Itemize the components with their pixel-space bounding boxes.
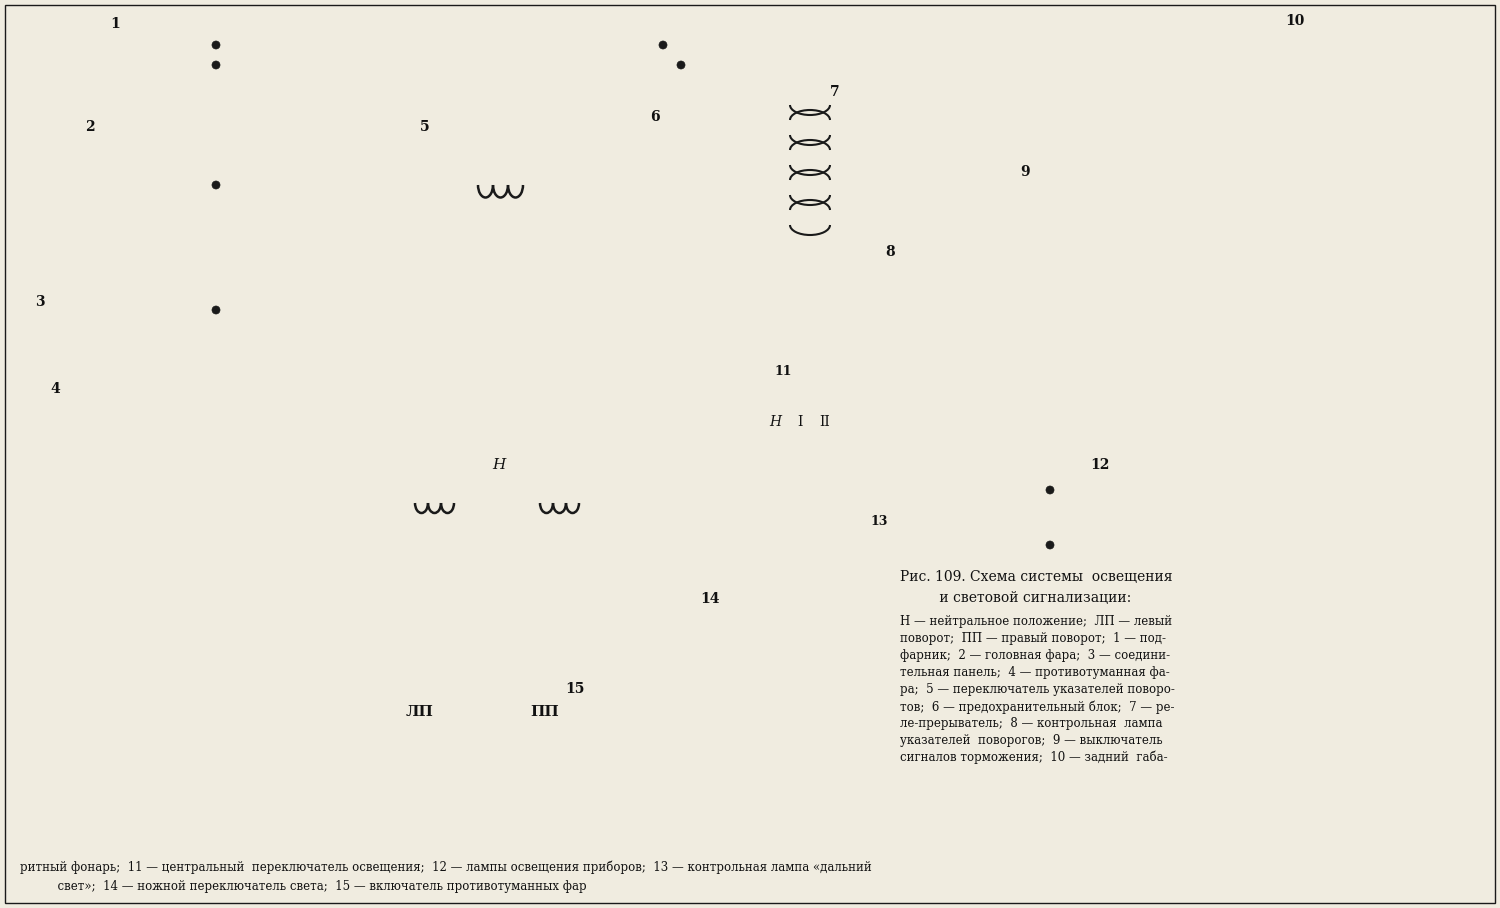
Text: сигналов торможения;  10 — задний  габа-: сигналов торможения; 10 — задний габа-: [900, 751, 1167, 765]
Text: 13: 13: [870, 515, 888, 528]
Circle shape: [549, 483, 556, 491]
Bar: [646, 215, 664, 243]
Circle shape: [688, 22, 700, 34]
Bar: [69, 555, 93, 585]
Text: 8: 8: [885, 245, 894, 259]
Bar: [110, 302, 165, 320]
Circle shape: [576, 483, 584, 491]
Bar: [638, 125, 698, 255]
Text: 14: 14: [700, 592, 720, 606]
Text: 5: 5: [420, 120, 429, 134]
Bar: [930, 402, 980, 457]
Circle shape: [114, 307, 122, 315]
Circle shape: [706, 22, 718, 34]
Circle shape: [724, 22, 736, 34]
Bar: [82, 37, 104, 73]
Circle shape: [211, 306, 220, 314]
Bar: [1028, 200, 1072, 260]
Bar: [1245, 545, 1275, 589]
Text: поворот;  ПП — правый поворот;  1 — под-: поворот; ПП — правый поворот; 1 — под-: [900, 632, 1166, 645]
Text: ЛП: ЛП: [406, 705, 433, 719]
Text: тов;  6 — предохранительный блок;  7 — ре-: тов; 6 — предохранительный блок; 7 — ре-: [900, 700, 1174, 714]
Bar: [646, 135, 664, 163]
Text: свет»;  14 — ножной переключатель света;  15 — включатель противотуманных фар: свет»; 14 — ножной переключатель света; …: [20, 880, 586, 893]
Bar: [74, 167, 100, 203]
Text: ле-прерыватель;  8 — контрольная  лампа: ле-прерыватель; 8 — контрольная лампа: [900, 717, 1162, 730]
Circle shape: [144, 307, 152, 315]
Circle shape: [518, 160, 526, 170]
Text: Н: Н: [770, 415, 782, 429]
Text: 2: 2: [86, 120, 94, 134]
Circle shape: [676, 61, 686, 69]
Bar: [670, 215, 688, 243]
Text: 6: 6: [650, 110, 660, 124]
Circle shape: [134, 307, 142, 315]
Circle shape: [1046, 541, 1054, 549]
Text: ПП: ПП: [531, 705, 560, 719]
Circle shape: [488, 160, 498, 170]
Bar: [776, 85, 850, 265]
Text: Н: Н: [492, 458, 506, 472]
Circle shape: [503, 160, 512, 170]
Circle shape: [114, 337, 122, 345]
Text: 1: 1: [110, 17, 120, 31]
Text: 12: 12: [1090, 458, 1110, 472]
Circle shape: [652, 22, 664, 34]
Circle shape: [154, 337, 162, 345]
Circle shape: [536, 483, 544, 491]
Circle shape: [411, 483, 419, 491]
Text: ритный фонарь;  11 — центральный  переключатель освещения;  12 — лампы освещения: ритный фонарь; 11 — центральный переключ…: [20, 860, 871, 873]
Text: I: I: [798, 415, 802, 429]
Text: 9: 9: [1020, 165, 1029, 179]
Bar: [670, 175, 688, 203]
Circle shape: [658, 41, 668, 49]
Text: 15: 15: [566, 682, 585, 696]
Circle shape: [211, 41, 220, 49]
Circle shape: [472, 160, 483, 170]
Circle shape: [424, 483, 432, 491]
Text: тельная панель;  4 — противотуманная фа-: тельная панель; 4 — противотуманная фа-: [900, 666, 1170, 679]
Bar: [646, 175, 664, 203]
Bar: [870, 472, 1100, 508]
Circle shape: [742, 22, 754, 34]
Text: Рис. 109. Схема системы  освещения
         и световой сигнализации:: Рис. 109. Схема системы освещения и свет…: [900, 570, 1173, 605]
Text: Н — нейтральное положение;  ЛП — левый: Н — нейтральное положение; ЛП — левый: [900, 615, 1172, 628]
Bar: [1245, 40, 1275, 84]
Circle shape: [144, 337, 152, 345]
Text: 11: 11: [776, 365, 792, 378]
Text: 4: 4: [50, 382, 60, 396]
Text: ра;  5 — переключатель указателей поворо-: ра; 5 — переключатель указателей поворо-: [900, 683, 1174, 696]
Circle shape: [670, 22, 682, 34]
Circle shape: [154, 307, 162, 315]
Circle shape: [1046, 486, 1054, 494]
Text: 3: 3: [34, 295, 45, 309]
Circle shape: [438, 483, 446, 491]
Circle shape: [211, 181, 220, 189]
Bar: [670, 135, 688, 163]
Text: указателей  поворогов;  9 — выключатель: указателей поворогов; 9 — выключатель: [900, 734, 1162, 747]
Circle shape: [634, 22, 646, 34]
Text: 10: 10: [1286, 14, 1305, 28]
Text: 7: 7: [830, 85, 840, 99]
Bar: [69, 694, 94, 726]
Circle shape: [124, 307, 132, 315]
Text: фарник;  2 — головная фара;  3 — соедини-: фарник; 2 — головная фара; 3 — соедини-: [900, 649, 1170, 662]
Bar: [70, 422, 98, 458]
Circle shape: [211, 61, 220, 69]
Circle shape: [124, 337, 132, 345]
Circle shape: [134, 337, 142, 345]
Circle shape: [452, 483, 459, 491]
Bar: [110, 332, 165, 350]
Bar: [645, 595, 720, 685]
Circle shape: [562, 483, 572, 491]
Bar: [750, 395, 870, 465]
Text: II: II: [819, 415, 831, 429]
